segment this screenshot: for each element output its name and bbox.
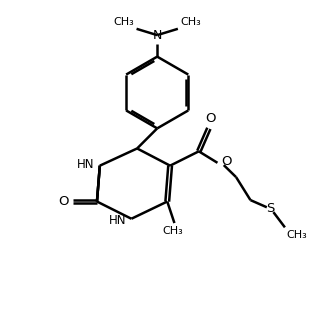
Text: CH₃: CH₃ [114, 16, 134, 27]
Text: CH₃: CH₃ [180, 16, 201, 27]
Text: CH₃: CH₃ [163, 226, 183, 236]
Text: HN: HN [77, 158, 95, 171]
Text: O: O [221, 155, 231, 168]
Text: O: O [59, 195, 69, 208]
Text: HN: HN [109, 214, 126, 227]
Text: O: O [205, 112, 216, 125]
Text: S: S [266, 202, 275, 215]
Text: N: N [152, 29, 162, 42]
Text: CH₃: CH₃ [286, 230, 307, 240]
